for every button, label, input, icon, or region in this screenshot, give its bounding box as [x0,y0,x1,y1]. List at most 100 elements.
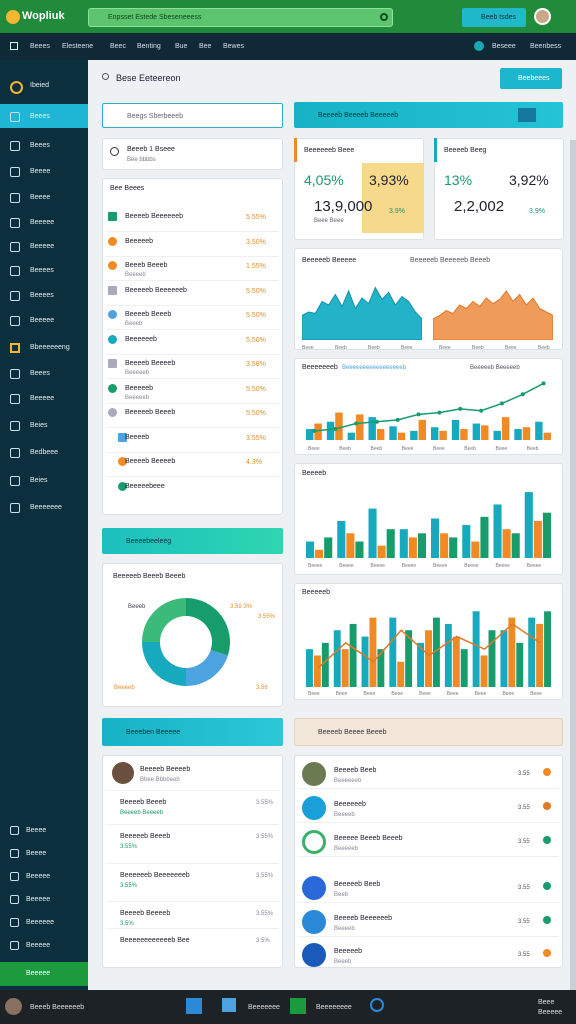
sidebar-item[interactable]: Beeeee [30,317,55,324]
nav-right[interactable]: Beseee [492,43,516,50]
bar [333,630,341,687]
sidebar-item[interactable]: Beeeee [30,243,55,250]
nav-item[interactable]: Bewes [223,43,245,50]
sidebar-item[interactable]: Beees [30,113,50,120]
card-sub: Beee Beee [314,218,344,224]
sidebar-item[interactable]: Beeeee [30,219,55,226]
sidebar-item[interactable]: Beeeee [30,395,55,402]
row-name: Beeeeeb Beeeeeeb [125,286,187,294]
bar [471,541,480,558]
sidebar-item[interactable]: Beees [30,370,50,377]
task-app-label[interactable]: Beeeeeeee [316,1004,352,1011]
sidebar-item[interactable]: Bbeeeeeeng [30,344,70,351]
x-label: Beeee [464,563,479,569]
section-bar[interactable] [102,528,283,554]
x-label: Beee [419,691,431,697]
area-legend: Beeeeeb Beeeeeb Beeeb [410,257,491,264]
line [317,622,541,669]
row-value: 3.55 [518,839,530,845]
nav-item[interactable]: Benting [137,43,161,50]
donut-label: 3.56 [256,685,268,691]
row-name: Beeeee Beeeb Beeeb [334,835,403,842]
nav-item[interactable]: Bee [199,43,212,50]
row-icon [302,910,326,934]
section-header[interactable] [294,718,563,746]
chart-title: Beeeeeb [302,589,331,596]
section-header-label: Beeeeb Beeeeb Beeeeeb [318,112,399,119]
line [314,382,544,432]
line-point [520,392,525,397]
row-value: 3.55 [518,919,530,925]
sidebar-item[interactable]: Beeeee [26,896,51,903]
donut-segment [186,650,228,686]
row-value: 3.55% [246,434,266,442]
user-sub: Bee bbbbs [127,157,156,163]
sidebar-icon [10,112,20,122]
row-icon [118,481,127,491]
sidebar-button[interactable] [0,962,88,986]
sidebar-item[interactable]: Beeee [30,194,51,201]
sidebar-item[interactable]: Beeees [30,292,54,299]
nav-icon [10,42,18,50]
task-app [222,998,236,1012]
title-icon [102,73,109,80]
row-divider [106,451,279,453]
sidebar-item[interactable]: Beeees [30,267,54,274]
row-dot [543,768,551,776]
sidebar-item[interactable]: Beees [30,142,50,149]
sidebar-icon [10,826,19,835]
row-icon [108,236,117,246]
row-name: Beeeeeb [334,948,363,955]
sidebar-item[interactable]: Beies [30,422,48,429]
nav-item[interactable]: Beec [110,43,126,50]
row-value: 3.55 [518,805,530,811]
bar [511,533,520,558]
sidebar-icon [10,266,20,276]
avatar [534,8,551,25]
nav-item[interactable]: Beees [30,43,50,50]
sidebar-icon [10,316,20,326]
sidebar-item[interactable]: Beeeee [26,942,51,949]
row-value: 4.3% [246,459,262,466]
sidebar-item[interactable]: Ibeied [30,82,50,89]
search-box[interactable] [102,103,283,128]
sidebar-item[interactable]: Beeee [30,168,51,175]
card-a: 13% [444,172,473,188]
sidebar-item[interactable]: Beeee [26,827,47,834]
nav-item[interactable]: Bue [175,43,188,50]
sidebar-icon [10,218,20,228]
card-b: 3,92% [509,172,549,188]
row-name: Beeeeb [125,433,150,441]
sidebar-item[interactable]: Beeee [26,850,47,857]
nav-right[interactable]: Beenbess [530,43,562,50]
section-bar[interactable] [102,718,283,746]
x-label: Beeb [368,345,380,351]
sidebar-item[interactable]: Beies [30,477,48,484]
scrollbar [570,140,576,990]
nav-item[interactable]: Elesteene [62,43,94,50]
bar [431,518,440,558]
x-label: Beee [439,345,451,351]
action-button[interactable] [500,68,562,89]
bar [306,429,314,440]
row-sub: Beeeeb [334,812,355,818]
sidebar-item[interactable]: Beeeeeee [30,504,62,511]
row-icon [302,943,326,967]
x-label: Beeb [339,446,351,452]
sidebar-icon [10,394,20,404]
bar [326,421,335,440]
x-label: Beeee [370,563,385,569]
top-button[interactable] [462,8,526,27]
sidebar-item[interactable]: Bedbeee [30,449,59,456]
sidebar-item[interactable]: Beeeee [26,873,51,880]
search-bar[interactable] [88,8,393,27]
bar [432,617,440,687]
sidebar-item[interactable]: Beeeeee [26,919,55,926]
logo: Wopliuk [22,10,65,22]
section-bar-label: Beeeben Beeeee [126,729,181,736]
task-app-label[interactable]: Beeeeeee [248,1004,280,1011]
header-button[interactable] [518,108,536,122]
row-name: Beeeeeeeeeeeeb Bee [120,937,190,944]
row-icon [302,796,326,820]
row-value: 3.55% [256,800,274,806]
